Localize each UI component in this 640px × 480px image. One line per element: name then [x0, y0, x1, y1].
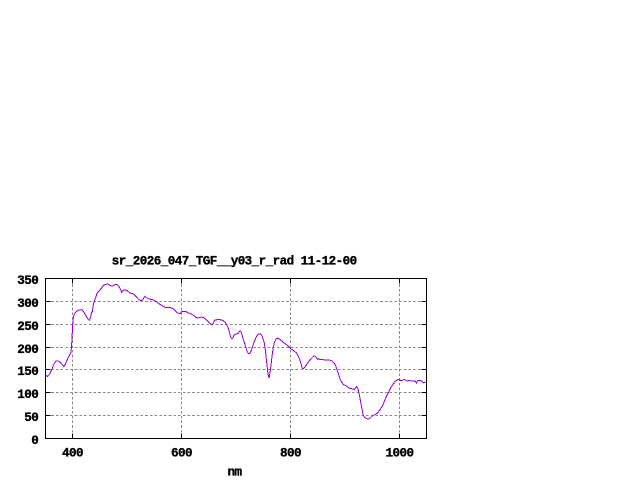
svg-text:1000: 1000	[386, 446, 414, 460]
svg-text:50: 50	[24, 411, 38, 425]
svg-text:300: 300	[17, 297, 38, 311]
svg-text:sr_2026_047_TGF__y03_r_rad 11-: sr_2026_047_TGF__y03_r_rad 11-12-00	[112, 254, 357, 268]
svg-text:800: 800	[280, 446, 301, 460]
svg-text:600: 600	[171, 446, 192, 460]
svg-text:250: 250	[17, 320, 38, 334]
svg-text:200: 200	[17, 343, 38, 357]
svg-text:350: 350	[17, 274, 38, 288]
svg-text:150: 150	[17, 365, 38, 379]
svg-text:nm: nm	[228, 466, 243, 480]
svg-text:400: 400	[62, 446, 83, 460]
svg-text:100: 100	[17, 388, 38, 402]
svg-text:0: 0	[31, 434, 38, 448]
